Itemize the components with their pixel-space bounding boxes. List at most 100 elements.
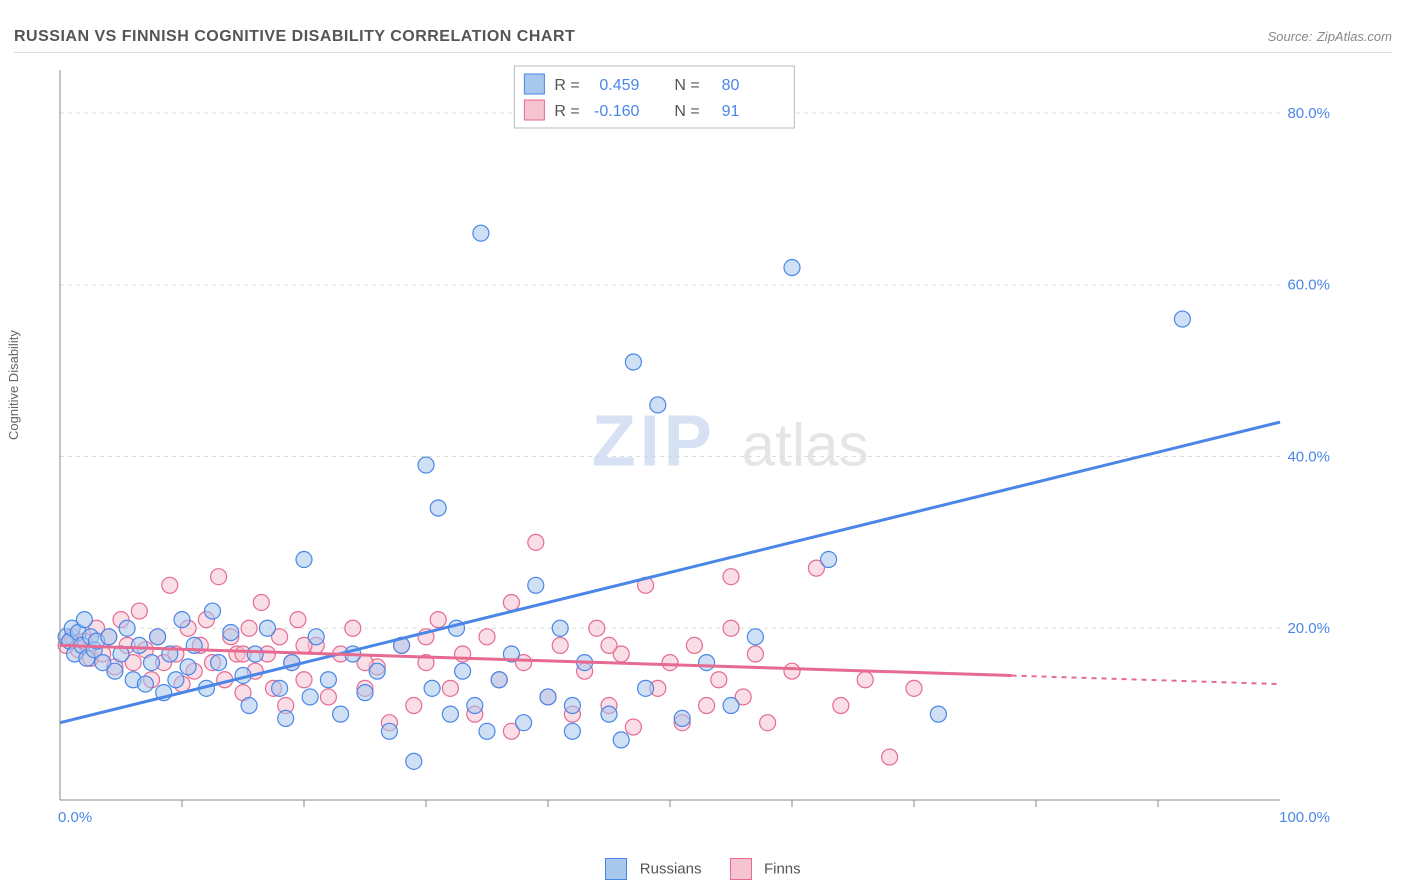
data-point-russians: [552, 620, 568, 636]
x-end-label: 100.0%: [1279, 809, 1330, 826]
stats-R-value-russians: 0.459: [599, 77, 639, 94]
source: Source: ZipAtlas.com: [1268, 28, 1392, 46]
data-point-russians: [119, 620, 135, 636]
data-point-russians: [430, 500, 446, 516]
data-point-russians: [930, 706, 946, 722]
data-point-russians: [723, 698, 739, 714]
data-point-finns: [479, 629, 495, 645]
data-point-finns: [662, 655, 678, 671]
data-point-russians: [564, 723, 580, 739]
data-point-russians: [491, 672, 507, 688]
data-point-russians: [442, 706, 458, 722]
data-point-russians: [296, 552, 312, 568]
data-point-finns: [699, 698, 715, 714]
chart-title: RUSSIAN VS FINNISH COGNITIVE DISABILITY …: [14, 28, 575, 46]
data-point-finns: [711, 672, 727, 688]
data-point-russians: [479, 723, 495, 739]
stats-R-value-finns: -0.160: [594, 103, 639, 120]
data-point-russians: [467, 698, 483, 714]
header: RUSSIAN VS FINNISH COGNITIVE DISABILITY …: [14, 18, 1392, 53]
data-point-russians: [418, 457, 434, 473]
data-point-finns: [723, 569, 739, 585]
data-point-russians: [674, 710, 690, 726]
data-point-russians: [747, 629, 763, 645]
swatch-finns: [730, 858, 752, 880]
data-point-russians: [150, 629, 166, 645]
data-point-russians: [168, 672, 184, 688]
data-point-russians: [650, 397, 666, 413]
data-point-finns: [503, 594, 519, 610]
data-point-russians: [180, 659, 196, 675]
data-point-russians: [308, 629, 324, 645]
data-point-finns: [784, 663, 800, 679]
data-point-russians: [144, 655, 160, 671]
data-point-finns: [552, 637, 568, 653]
legend-item-russians: Russians: [605, 858, 701, 880]
source-label: Source:: [1268, 29, 1313, 44]
swatch-russians: [605, 858, 627, 880]
data-point-russians: [540, 689, 556, 705]
data-point-finns: [406, 698, 422, 714]
data-point-russians: [473, 225, 489, 241]
y-tick-label: 20.0%: [1287, 620, 1330, 637]
data-point-russians: [357, 685, 373, 701]
data-point-finns: [833, 698, 849, 714]
data-point-russians: [564, 698, 580, 714]
data-point-russians: [821, 552, 837, 568]
data-point-russians: [101, 629, 117, 645]
data-point-finns: [211, 569, 227, 585]
data-point-finns: [253, 594, 269, 610]
data-point-finns: [131, 603, 147, 619]
data-point-russians: [223, 625, 239, 641]
data-point-finns: [296, 672, 312, 688]
y-axis-label: Cognitive Disability: [6, 330, 21, 440]
data-point-russians: [211, 655, 227, 671]
data-point-russians: [131, 637, 147, 653]
data-point-finns: [601, 637, 617, 653]
data-point-finns: [686, 637, 702, 653]
data-point-russians: [259, 620, 275, 636]
data-point-russians: [1174, 311, 1190, 327]
data-point-russians: [205, 603, 221, 619]
legend-label-russians: Russians: [640, 861, 702, 878]
trend-line-dashed-finns: [1012, 676, 1280, 685]
source-name: ZipAtlas.com: [1317, 29, 1392, 44]
stats-N-value-russians: 80: [722, 77, 740, 94]
data-point-finns: [162, 577, 178, 593]
x-start-label: 0.0%: [58, 809, 92, 826]
data-point-russians: [272, 680, 288, 696]
data-point-russians: [320, 672, 336, 688]
data-point-finns: [760, 715, 776, 731]
stats-N-label: N =: [674, 103, 699, 120]
data-point-finns: [430, 612, 446, 628]
bottom-legend: Russians Finns: [0, 858, 1406, 880]
data-point-finns: [241, 620, 257, 636]
legend-label-finns: Finns: [764, 861, 801, 878]
data-point-russians: [333, 706, 349, 722]
y-tick-label: 60.0%: [1287, 277, 1330, 294]
chart-container: RUSSIAN VS FINNISH COGNITIVE DISABILITY …: [0, 0, 1406, 892]
data-point-finns: [625, 719, 641, 735]
stats-R-label: R =: [554, 77, 579, 94]
watermark-zip: ZIP: [592, 402, 716, 482]
data-point-russians: [406, 753, 422, 769]
data-point-russians: [784, 260, 800, 276]
data-point-russians: [613, 732, 629, 748]
data-point-finns: [589, 620, 605, 636]
data-point-finns: [320, 689, 336, 705]
data-point-russians: [424, 680, 440, 696]
stats-N-label: N =: [674, 77, 699, 94]
data-point-finns: [882, 749, 898, 765]
data-point-russians: [516, 715, 532, 731]
stats-swatch-finns: [524, 100, 544, 120]
data-point-russians: [278, 710, 294, 726]
data-point-russians: [381, 723, 397, 739]
y-tick-label: 80.0%: [1287, 105, 1330, 122]
stats-swatch-russians: [524, 74, 544, 94]
watermark-atlas: atlas: [742, 412, 869, 479]
data-point-russians: [528, 577, 544, 593]
data-point-finns: [345, 620, 361, 636]
data-point-russians: [137, 676, 153, 692]
data-point-finns: [747, 646, 763, 662]
y-tick-label: 40.0%: [1287, 448, 1330, 465]
